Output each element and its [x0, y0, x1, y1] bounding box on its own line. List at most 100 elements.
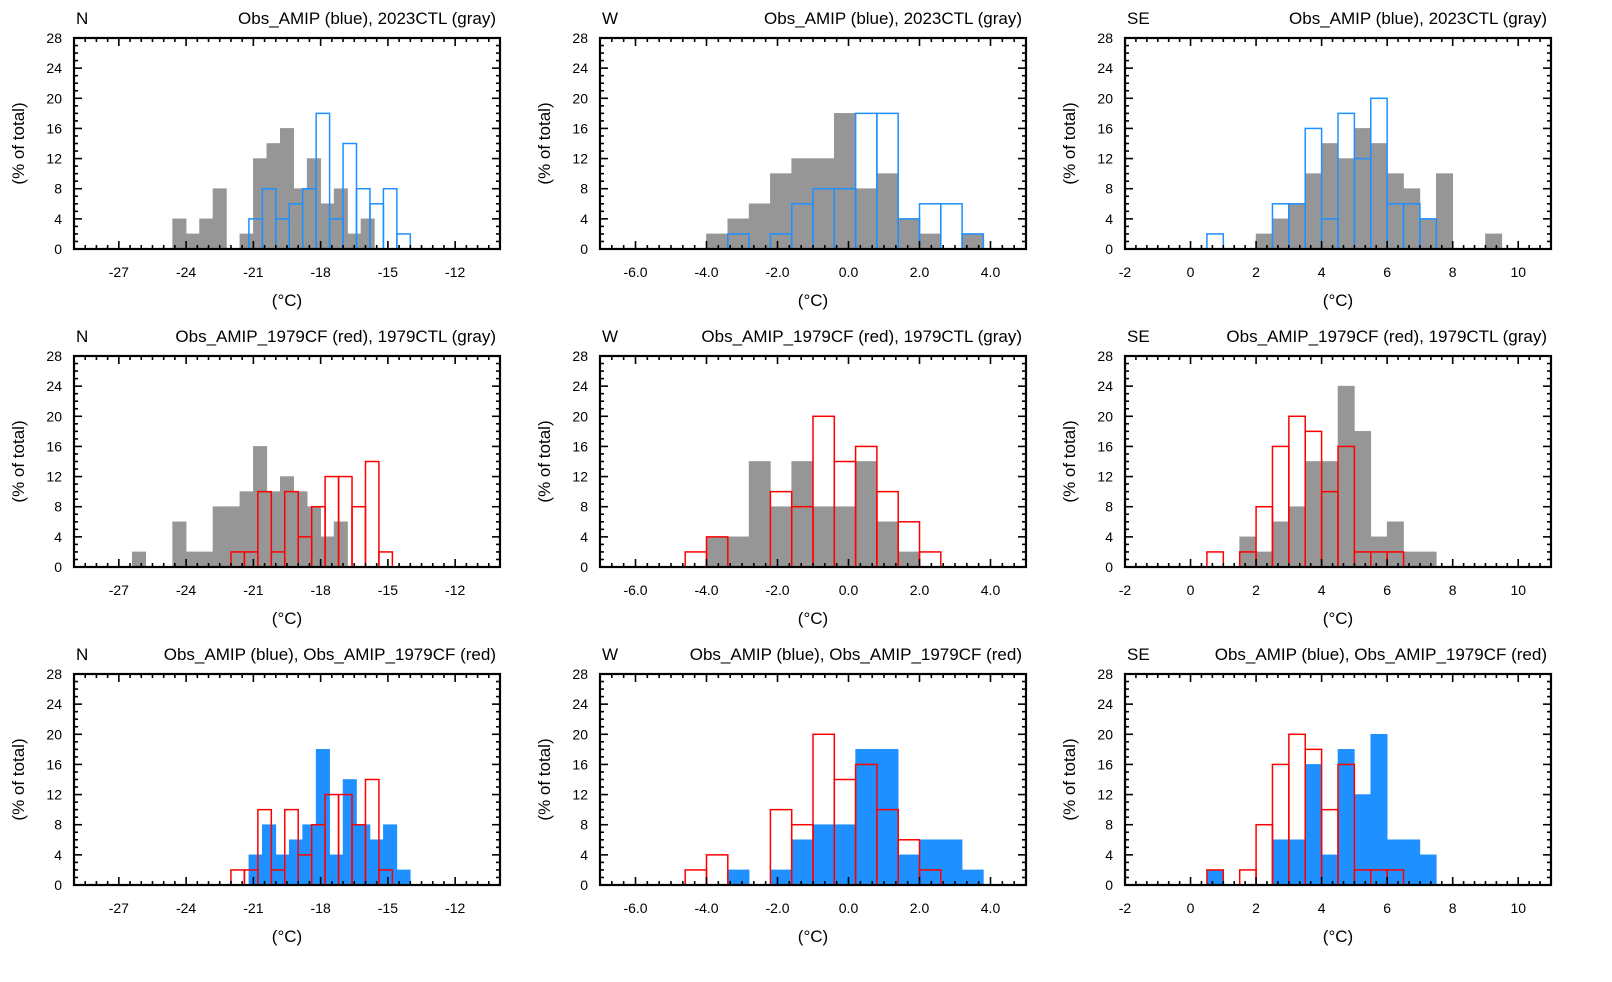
histogram-bar	[684, 869, 708, 886]
y-tick-label: 28	[46, 666, 62, 682]
histogram-svg: N Obs_AMIP_1979CF (red), 1979CTL (gray) 0 4…	[9, 327, 502, 628]
histogram-bar	[172, 218, 187, 250]
y-tick-label: 24	[1097, 60, 1113, 76]
panel-w-obs-vs-1979cf: W Obs_AMIP (blue), Obs_AMIP_1979CF (red) 0…	[526, 636, 1046, 956]
y-tick-label: 20	[46, 90, 62, 106]
histogram-bar	[1255, 551, 1273, 568]
histogram-bar	[1354, 431, 1372, 568]
series-obs-amip-1979cf	[684, 733, 942, 886]
histogram-bar	[727, 869, 750, 886]
histogram-bar	[199, 551, 214, 568]
x-tick-label: 0	[1187, 582, 1195, 598]
y-tick-label: 0	[580, 559, 588, 575]
histogram-bar	[812, 824, 835, 886]
chart-title: Obs_AMIP (blue), Obs_AMIP_1979CF (red)	[690, 645, 1022, 664]
histogram-bar	[791, 461, 814, 568]
x-tick-label: 6	[1383, 264, 1391, 280]
y-tick-label: 28	[1097, 666, 1113, 682]
histogram-bar	[855, 461, 878, 568]
histogram-bar	[1206, 233, 1225, 250]
x-tick-label: -21	[243, 582, 263, 598]
y-tick-label: 20	[572, 408, 588, 424]
histogram-bar	[320, 203, 335, 250]
y-tick-label: 28	[1097, 30, 1113, 46]
histogram-bar	[1288, 839, 1306, 886]
histogram-bar	[876, 749, 899, 886]
histogram-bar	[262, 824, 277, 886]
x-axis-label: (°C)	[798, 291, 828, 310]
histogram-bar	[727, 536, 750, 568]
y-tick-label: 12	[46, 151, 62, 167]
y-tick-label: 8	[580, 817, 588, 833]
y-axis-label: (% of total)	[9, 420, 28, 502]
histogram-bar	[293, 491, 308, 568]
histogram-bar	[1403, 839, 1421, 886]
histogram-bar	[1419, 854, 1437, 886]
histogram-bar	[1370, 733, 1388, 886]
histogram-bar	[279, 128, 295, 250]
y-tick-label: 4	[580, 211, 588, 227]
x-tick-label: 6	[1383, 900, 1391, 916]
x-tick-label: 4.0	[981, 264, 1001, 280]
y-tick-label: 8	[1105, 499, 1113, 515]
region-label: W	[602, 645, 618, 664]
histogram-bar	[897, 854, 920, 886]
histogram-bar	[1403, 551, 1421, 568]
histogram-bar	[791, 839, 814, 886]
y-axis-label: (% of total)	[1060, 102, 1079, 184]
histogram-bar	[1337, 385, 1355, 568]
x-tick-label: 4	[1318, 900, 1326, 916]
histogram-bar	[1304, 461, 1322, 568]
x-tick-label: -15	[378, 900, 398, 916]
x-tick-label: -21	[243, 264, 263, 280]
panel-n-obs-vs-2023ctl: N Obs_AMIP (blue), 2023CTL (gray) 0 4 8 12 16 2…	[0, 0, 520, 320]
histogram-bar	[306, 158, 321, 250]
y-tick-label: 4	[580, 847, 588, 863]
y-tick-label: 4	[1105, 847, 1113, 863]
histogram-bar	[1370, 143, 1388, 250]
chart-title: Obs_AMIP (blue), 2023CTL (gray)	[1289, 9, 1547, 28]
histogram-bar	[833, 824, 856, 886]
x-tick-label: 8	[1449, 582, 1457, 598]
y-tick-label: 28	[572, 30, 588, 46]
histogram-bar	[940, 839, 963, 886]
y-tick-label: 16	[572, 120, 588, 136]
histogram-bar	[131, 551, 147, 568]
x-tick-label: 2.0	[910, 264, 930, 280]
series-obs-amip	[727, 749, 984, 886]
histogram-bar	[1272, 218, 1290, 250]
histogram-bar	[1386, 839, 1404, 886]
y-tick-label: 12	[1097, 469, 1113, 485]
x-tick-label: 2	[1252, 582, 1260, 598]
y-tick-label: 0	[1105, 877, 1113, 893]
region-label: N	[76, 327, 88, 346]
histogram-svg: SE Obs_AMIP (blue), 2023CTL (gray) 0 4 8 12 16…	[1060, 9, 1553, 310]
y-tick-label: 12	[1097, 151, 1113, 167]
histogram-bar	[1255, 233, 1273, 250]
x-tick-label: -15	[378, 264, 398, 280]
histogram-bar	[812, 506, 835, 568]
histogram-bar	[212, 506, 227, 568]
histogram-bar	[364, 460, 380, 568]
y-tick-label: 0	[54, 559, 62, 575]
x-axis-label: (°C)	[272, 927, 302, 946]
histogram-bar	[876, 521, 899, 568]
histogram-bar	[279, 476, 295, 568]
y-tick-label: 28	[1097, 348, 1113, 364]
y-tick-label: 16	[1097, 120, 1113, 136]
series-obs-amip	[1206, 733, 1437, 886]
histogram-bar	[1272, 839, 1290, 886]
histogram-bar	[961, 869, 984, 886]
y-tick-label: 16	[1097, 756, 1113, 772]
histogram-svg: N Obs_AMIP (blue), Obs_AMIP_1979CF (red) 0…	[9, 645, 502, 946]
histogram-bar	[253, 158, 268, 250]
x-tick-label: 4	[1318, 582, 1326, 598]
histogram-svg: SE Obs_AMIP_1979CF (red), 1979CTL (gray) 0…	[1060, 327, 1553, 628]
x-tick-label: -15	[378, 582, 398, 598]
histogram-bar	[360, 218, 375, 250]
histogram-svg: W Obs_AMIP (blue), 2023CTL (gray) 0 4 8 12 16 2…	[535, 9, 1028, 310]
histogram-bar	[1304, 173, 1322, 250]
y-tick-label: 0	[54, 877, 62, 893]
histogram-bar	[288, 839, 303, 886]
panel-w-1979cf-vs-1979ctl: W Obs_AMIP_1979CF (red), 1979CTL (gray) 0 4…	[526, 318, 1046, 638]
